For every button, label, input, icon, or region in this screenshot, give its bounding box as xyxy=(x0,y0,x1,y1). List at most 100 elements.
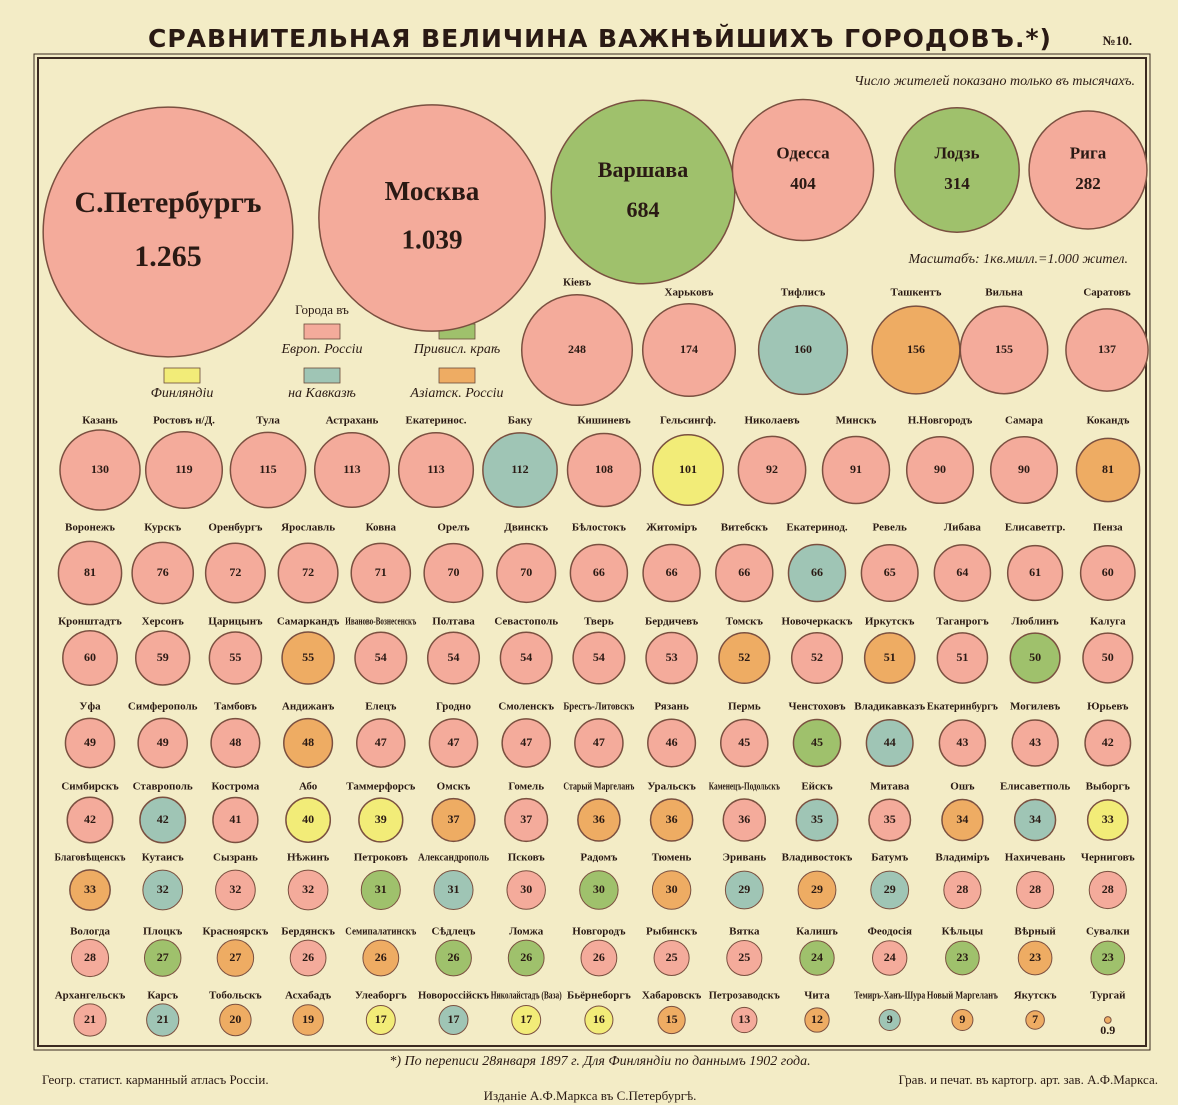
city-circle xyxy=(355,718,406,768)
city-name: Вятка xyxy=(729,926,760,938)
value-label: 25 xyxy=(738,950,750,964)
city-name: Гомель xyxy=(508,781,544,793)
value-label: 43 xyxy=(1029,735,1041,749)
city-name: Старый Маргеланъ xyxy=(563,781,634,793)
city-name: Симферополь xyxy=(128,701,198,713)
credit-right: Грав. и печат. въ картогр. арт. зав. А.Ф… xyxy=(898,1072,1158,1087)
value-label: 26 xyxy=(520,950,532,964)
city-circle xyxy=(566,432,642,508)
city-name: Минскъ xyxy=(836,415,877,427)
city-circle xyxy=(131,541,195,605)
city-name: Улеаборгъ xyxy=(355,990,407,1002)
value-label: 47 xyxy=(375,735,387,749)
value-label: 42 xyxy=(1102,735,1114,749)
city-name: Ташкентъ xyxy=(891,287,943,299)
city-name: Самаркандъ xyxy=(277,616,340,628)
value-label: 174 xyxy=(680,342,698,356)
city-name: Николаевъ xyxy=(744,415,800,427)
city-name: Ярославль xyxy=(281,522,335,534)
value-label: 72 xyxy=(229,565,241,579)
value-label: 314 xyxy=(944,174,970,193)
city-name: Тифлисъ xyxy=(781,287,826,299)
value-label: 130 xyxy=(91,462,109,476)
city-name: Ковна xyxy=(366,522,397,534)
city-circle xyxy=(360,869,401,911)
legend-label: Азіатск. Россіи xyxy=(409,386,503,401)
city-name: Карсъ xyxy=(147,990,178,1002)
city-name: Харьковъ xyxy=(665,287,714,299)
city-name: Одесса xyxy=(776,144,830,163)
city-name: Екатеринод. xyxy=(786,522,848,534)
value-label: 49 xyxy=(157,735,169,749)
value-label: 42 xyxy=(157,812,169,826)
legend-label: Европ. Россіи xyxy=(281,342,363,357)
value-label: 90 xyxy=(1018,462,1030,476)
city-name: Царицынъ xyxy=(208,616,263,628)
city-name: Екатеринос. xyxy=(406,415,467,427)
city-circle xyxy=(208,631,263,685)
city-name: Эривань xyxy=(723,852,767,864)
city-circle xyxy=(142,869,184,911)
city-name: Полтава xyxy=(432,616,475,628)
city-name: Петроковъ xyxy=(354,852,409,864)
value-label: 36 xyxy=(738,812,750,826)
value-label: 50 xyxy=(1102,650,1114,664)
city-name: Владиміръ xyxy=(935,852,990,864)
city-circle xyxy=(865,718,914,768)
value-label: 20 xyxy=(229,1012,241,1026)
city-name: Новороссійскъ xyxy=(418,990,490,1002)
value-label: 29 xyxy=(884,882,896,896)
city-name: Калишъ xyxy=(796,926,838,938)
value-label: 24 xyxy=(884,950,896,964)
city-name: Александрополь xyxy=(418,852,489,864)
city-circle xyxy=(821,435,891,505)
city-circle xyxy=(718,631,771,685)
city-name: Вильна xyxy=(985,287,1023,299)
city-name: Каменецъ-Подольскъ xyxy=(709,781,780,793)
value-label: 15 xyxy=(666,1012,678,1026)
city-circle xyxy=(731,98,875,242)
city-circle xyxy=(277,542,339,604)
city-name: Москва xyxy=(385,176,480,206)
value-label: 66 xyxy=(738,565,750,579)
value-label: 50 xyxy=(1029,650,1041,664)
city-circle xyxy=(358,797,404,843)
chart-title: СРАВНИТЕЛЬНАЯ ВЕЛИЧИНА ВАЖНѢЙШИХЪ ГОРОДО… xyxy=(148,24,1052,53)
value-label: 1.039 xyxy=(401,225,462,255)
value-label: 91 xyxy=(850,462,862,476)
city-name: Владикавказъ xyxy=(854,701,925,713)
city-circle xyxy=(580,939,618,977)
city-name: Ломжа xyxy=(509,926,544,938)
city-circle xyxy=(787,543,847,603)
city-name: Бьёрнеборгъ xyxy=(567,990,631,1002)
city-name: Ейскъ xyxy=(801,781,833,793)
value-label: 30 xyxy=(593,882,605,896)
city-circle xyxy=(1065,308,1149,392)
plate-number: №10. xyxy=(1103,33,1132,48)
city-circle xyxy=(731,1006,758,1034)
value-label: 70 xyxy=(520,565,532,579)
city-circle xyxy=(860,543,919,603)
city-name: Оренбургъ xyxy=(208,522,263,534)
value-label: 32 xyxy=(157,882,169,896)
city-name: Темиръ-Ханъ-Шура xyxy=(854,990,925,1002)
city-circle xyxy=(1075,437,1141,503)
value-label: 51 xyxy=(956,650,968,664)
city-name: Архангельскъ xyxy=(55,990,126,1002)
city-name: Казань xyxy=(82,415,118,427)
value-label: 9 xyxy=(887,1012,893,1026)
value-label: 55 xyxy=(229,650,241,664)
city-circle xyxy=(134,630,191,686)
city-circle xyxy=(289,939,327,977)
city-circle xyxy=(146,1003,180,1037)
legend-swatch xyxy=(163,367,201,384)
legend-label: на Кавказѣ xyxy=(288,386,356,401)
city-circle xyxy=(313,431,391,509)
value-label: 34 xyxy=(956,812,968,826)
city-name: Сувалки xyxy=(1086,926,1130,938)
value-label: 112 xyxy=(511,462,528,476)
city-name: Елецъ xyxy=(365,701,397,713)
value-label: 23 xyxy=(1102,950,1114,964)
value-label: 101 xyxy=(679,462,697,476)
city-name: Выборгъ xyxy=(1086,781,1131,793)
